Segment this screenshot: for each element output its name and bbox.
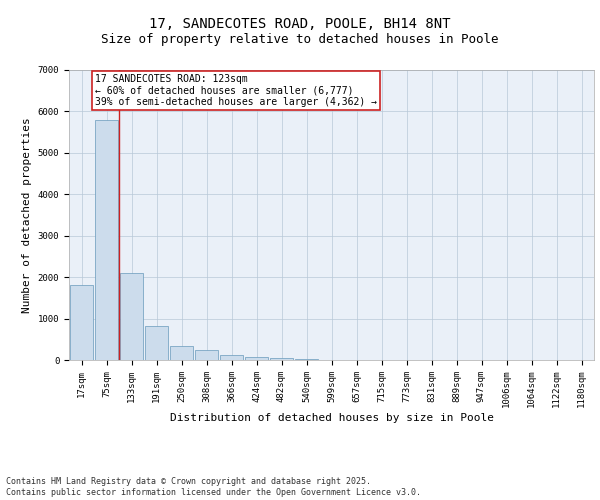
- Bar: [145, 326, 168, 360]
- Bar: [245, 356, 268, 360]
- Text: Contains HM Land Registry data © Crown copyright and database right 2025.
Contai: Contains HM Land Registry data © Crown c…: [6, 478, 421, 497]
- Bar: [295, 359, 318, 360]
- Bar: [170, 346, 193, 360]
- Text: 17, SANDECOTES ROAD, POOLE, BH14 8NT: 17, SANDECOTES ROAD, POOLE, BH14 8NT: [149, 18, 451, 32]
- Bar: [70, 286, 93, 360]
- Bar: [95, 120, 118, 360]
- Y-axis label: Number of detached properties: Number of detached properties: [22, 117, 32, 313]
- Text: Size of property relative to detached houses in Poole: Size of property relative to detached ho…: [101, 32, 499, 46]
- Bar: [195, 350, 218, 360]
- X-axis label: Distribution of detached houses by size in Poole: Distribution of detached houses by size …: [170, 413, 493, 423]
- Bar: [120, 273, 143, 360]
- Text: 17 SANDECOTES ROAD: 123sqm
← 60% of detached houses are smaller (6,777)
39% of s: 17 SANDECOTES ROAD: 123sqm ← 60% of deta…: [95, 74, 377, 108]
- Bar: [270, 358, 293, 360]
- Bar: [220, 355, 243, 360]
